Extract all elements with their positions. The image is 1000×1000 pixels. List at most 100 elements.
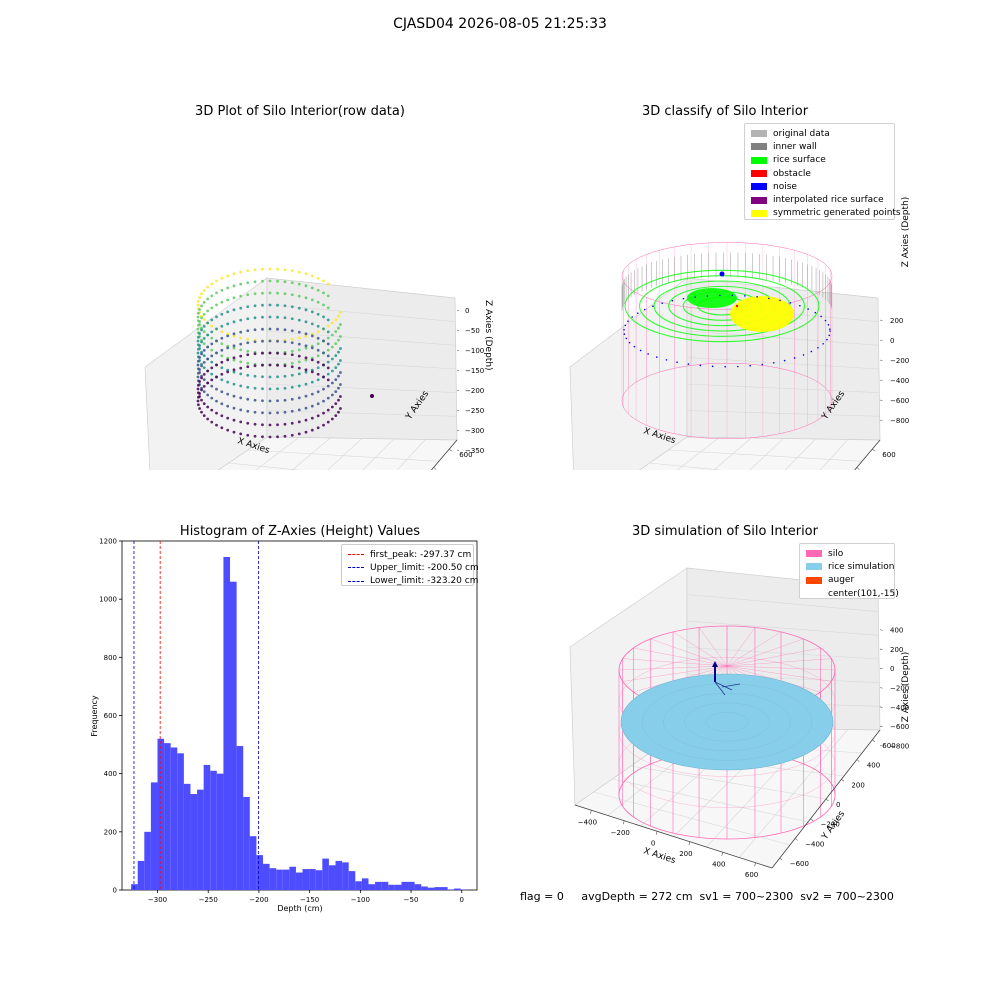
plot1-point bbox=[246, 353, 250, 357]
plot1-point bbox=[253, 364, 257, 368]
plot1-point bbox=[337, 314, 340, 318]
plot1-point bbox=[220, 330, 224, 334]
plot4-y-ticks: −600 −400 −200 0 200 400 600 bbox=[779, 739, 896, 868]
plot1-point bbox=[334, 402, 338, 406]
plot1-point bbox=[268, 267, 272, 271]
plot1-point bbox=[220, 336, 224, 340]
plot1-point bbox=[239, 306, 243, 310]
plot1-point bbox=[200, 316, 203, 320]
plot4-y-tick-label: 200 bbox=[851, 781, 864, 789]
plot1-point bbox=[326, 354, 330, 358]
plot1-point bbox=[310, 310, 314, 314]
plot1-point bbox=[226, 322, 230, 326]
plot4-title: 3D simulation of Silo Interior bbox=[632, 524, 818, 539]
plot1-point bbox=[246, 305, 250, 309]
legend-color-swatch bbox=[751, 130, 767, 138]
plot1-point bbox=[316, 348, 320, 352]
plot1-point bbox=[304, 308, 308, 312]
plot1-point bbox=[202, 402, 206, 406]
plot1-point bbox=[290, 293, 294, 297]
plot1-point bbox=[196, 311, 200, 315]
status-footer: flag = 0 avgDepth = 272 cm sv1 = 700~230… bbox=[520, 890, 894, 903]
plot1-point bbox=[276, 339, 279, 343]
plot1-point bbox=[290, 305, 294, 309]
plot1-point bbox=[210, 318, 214, 322]
legend-line-swatch bbox=[348, 567, 364, 569]
plot1-point bbox=[297, 396, 301, 400]
plot1-point bbox=[261, 291, 264, 295]
plot1-point bbox=[210, 348, 214, 352]
plot1-point bbox=[198, 344, 201, 347]
plot1-point bbox=[304, 332, 308, 336]
plot1-point bbox=[202, 318, 206, 322]
plot1-point bbox=[202, 312, 206, 316]
plot1-point bbox=[283, 316, 287, 320]
histogram-bar bbox=[335, 860, 343, 890]
plot4-legend: silo rice simulation auger center(101,-15) bbox=[799, 543, 899, 599]
plot1-point bbox=[246, 365, 250, 369]
plot1-point bbox=[290, 317, 294, 321]
plot1-point bbox=[297, 354, 301, 358]
plot2-z-tick-label: −800 bbox=[890, 417, 909, 425]
plot1-point bbox=[290, 397, 294, 401]
plot1-point bbox=[283, 398, 287, 402]
plot1-point bbox=[253, 352, 257, 356]
plot1-point bbox=[196, 327, 200, 331]
plot1-point bbox=[253, 292, 257, 296]
plot1-point bbox=[304, 418, 308, 422]
plot4-y-tick-label: 400 bbox=[867, 762, 880, 770]
plot1-point bbox=[304, 296, 308, 300]
plot1-point bbox=[330, 345, 334, 349]
plot1-point bbox=[196, 323, 200, 327]
plot1-point bbox=[268, 375, 272, 379]
histogram-chart[interactable]: −300 −250 −200 −150 −100 −50 0 0 200 400 600 800 10… bbox=[0, 0, 500, 1000]
plot1-point bbox=[220, 354, 224, 358]
plot4-3d-axes[interactable]: −400 −200 0 200 400 600 −600 −400 −200 0 200 400 60… bbox=[500, 550, 1000, 890]
plot4-y-tick-label: −600 bbox=[790, 860, 809, 868]
histogram-bar bbox=[157, 738, 165, 890]
histogram-reference-lines bbox=[133, 541, 259, 890]
plot1-point bbox=[297, 366, 301, 370]
plot1-point bbox=[232, 272, 236, 276]
plot1-point bbox=[220, 348, 224, 352]
plot1-point bbox=[220, 324, 224, 328]
plot1-point bbox=[215, 423, 218, 427]
plot1-point bbox=[268, 291, 272, 295]
plot1-point bbox=[198, 356, 201, 359]
plot1-point bbox=[322, 351, 325, 355]
plot1-point bbox=[202, 372, 206, 376]
histogram-bar bbox=[144, 831, 151, 890]
plot1-point bbox=[330, 405, 334, 409]
plot1-point bbox=[326, 336, 330, 340]
histogram-bar bbox=[414, 884, 422, 890]
plot1-point bbox=[268, 279, 272, 283]
plot1-point bbox=[276, 387, 279, 391]
plot1-z-tick-label: −250 bbox=[465, 407, 484, 415]
plot1-point bbox=[220, 390, 224, 394]
plot1-point bbox=[226, 428, 230, 432]
plot1-point bbox=[290, 373, 294, 377]
legend-line-swatch bbox=[348, 554, 364, 556]
plot1-point bbox=[322, 399, 325, 403]
plot1-point bbox=[261, 435, 264, 439]
plot2-y-tick-label: 400 bbox=[867, 469, 880, 470]
plot1-3d-axes[interactable]: −500050010001500 −600−400−2000200400600 … bbox=[0, 130, 500, 470]
plot1-point bbox=[210, 384, 214, 388]
plot1-point bbox=[283, 328, 287, 332]
plot1-point bbox=[246, 337, 250, 341]
histogram-xlabel: Depth (cm) bbox=[277, 904, 322, 913]
plot1-point bbox=[322, 327, 325, 331]
histogram-y-tick-label: 0 bbox=[113, 887, 117, 895]
plot1-point bbox=[304, 356, 308, 360]
histogram-legend-label: Lower_limit: -323.20 cm bbox=[370, 576, 479, 587]
plot4-y-tick-label: 0 bbox=[836, 801, 840, 809]
plot1-z-ticks: 0 −50 −100 −150 −200 −250 −300 −350 bbox=[456, 307, 484, 455]
plot1-point bbox=[337, 326, 340, 330]
plot1-point bbox=[310, 380, 314, 384]
plot1-point bbox=[215, 279, 218, 283]
histogram-bar bbox=[427, 887, 435, 890]
plot1-point bbox=[268, 351, 272, 355]
plot1-point bbox=[198, 308, 201, 311]
plot1-point bbox=[246, 317, 250, 321]
